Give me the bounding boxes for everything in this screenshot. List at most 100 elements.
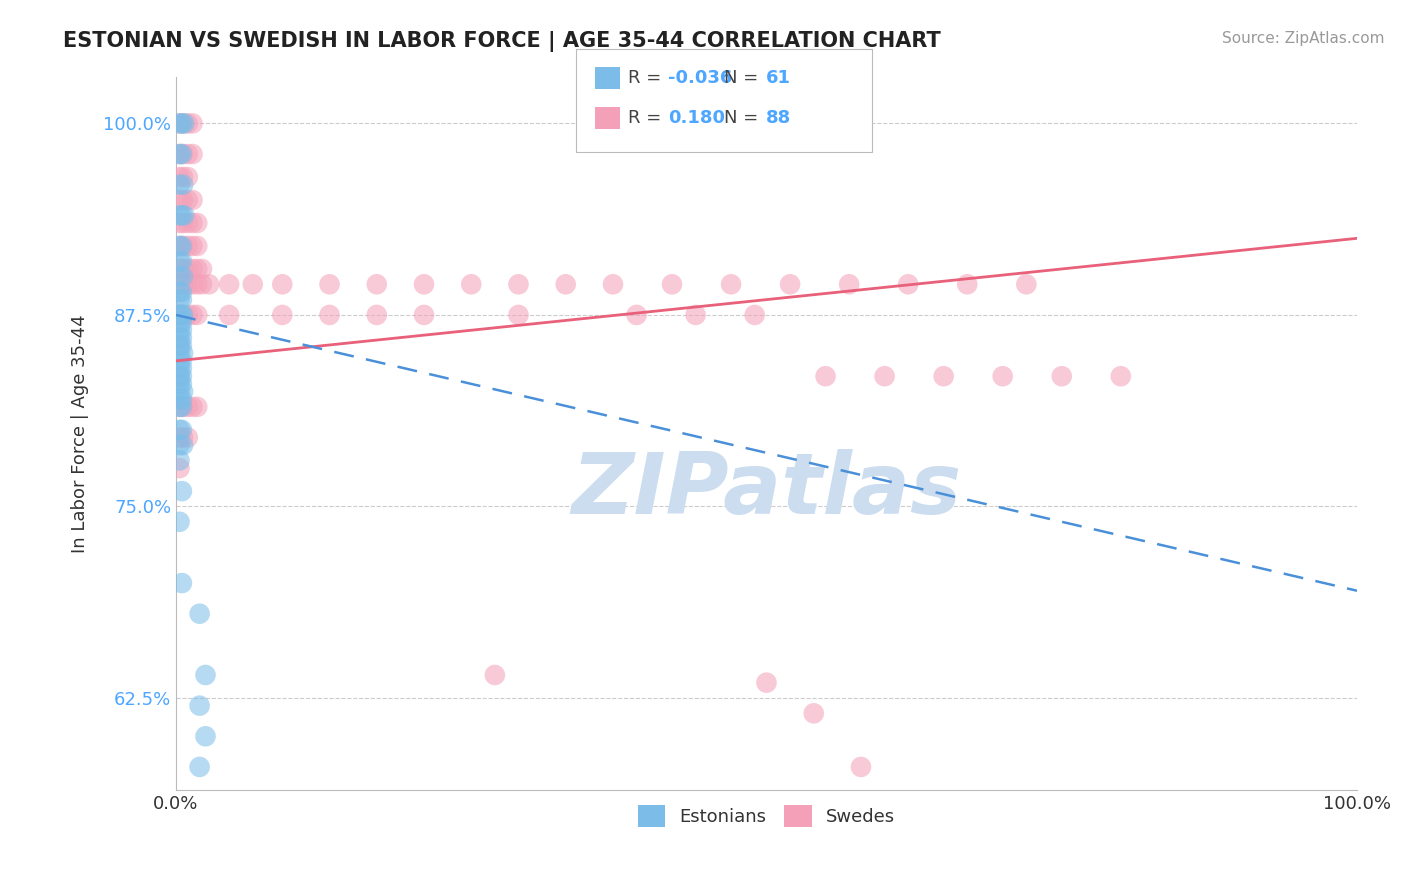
Point	[897, 277, 920, 292]
Point	[169, 277, 191, 292]
Point	[177, 308, 200, 322]
Point	[186, 239, 208, 253]
Point	[181, 239, 204, 253]
Point	[991, 369, 1014, 384]
Y-axis label: In Labor Force | Age 35-44: In Labor Force | Age 35-44	[72, 314, 89, 553]
Point	[169, 392, 191, 407]
Point	[169, 269, 191, 284]
Point	[181, 193, 204, 207]
Point	[188, 760, 211, 774]
Point	[172, 308, 194, 322]
Point	[181, 400, 204, 414]
Point	[170, 239, 193, 253]
Point	[413, 308, 436, 322]
Point	[172, 262, 194, 277]
Point	[169, 354, 191, 368]
Point	[169, 316, 191, 330]
Text: ZIPatlas: ZIPatlas	[571, 450, 962, 533]
Point	[1109, 369, 1132, 384]
Point	[172, 438, 194, 452]
Point	[186, 277, 208, 292]
Point	[318, 277, 340, 292]
Point	[177, 262, 200, 277]
Point	[779, 277, 801, 292]
Point	[172, 116, 194, 130]
Text: 88: 88	[766, 109, 792, 128]
Point	[744, 308, 766, 322]
Point	[169, 239, 191, 253]
Point	[169, 423, 191, 437]
Point	[170, 116, 193, 130]
Point	[188, 698, 211, 713]
Point	[181, 216, 204, 230]
Point	[170, 308, 193, 322]
Point	[170, 376, 193, 391]
Text: N =: N =	[724, 69, 763, 87]
Point	[218, 277, 240, 292]
Point	[169, 438, 191, 452]
Point	[685, 308, 707, 322]
Point	[169, 169, 191, 184]
Point	[626, 308, 648, 322]
Point	[366, 308, 388, 322]
Point	[366, 277, 388, 292]
Point	[554, 277, 576, 292]
Point	[602, 277, 624, 292]
Point	[170, 331, 193, 345]
Point	[169, 376, 191, 391]
Point	[873, 369, 896, 384]
Point	[177, 216, 200, 230]
Point	[661, 277, 683, 292]
Text: -0.036: -0.036	[668, 69, 733, 87]
Point	[849, 760, 872, 774]
Point	[169, 369, 191, 384]
Point	[172, 193, 194, 207]
Point	[169, 254, 191, 268]
Point	[169, 193, 191, 207]
Point	[194, 729, 217, 743]
Point	[169, 308, 191, 322]
Point	[177, 430, 200, 444]
Text: Source: ZipAtlas.com: Source: ZipAtlas.com	[1222, 31, 1385, 46]
Point	[169, 461, 191, 475]
Point	[172, 400, 194, 414]
Point	[170, 147, 193, 161]
Point	[177, 239, 200, 253]
Point	[169, 346, 191, 360]
Text: ESTONIAN VS SWEDISH IN LABOR FORCE | AGE 35-44 CORRELATION CHART: ESTONIAN VS SWEDISH IN LABOR FORCE | AGE…	[63, 31, 941, 53]
Point	[271, 277, 294, 292]
Point	[169, 116, 191, 130]
Point	[169, 147, 191, 161]
Text: R =: R =	[628, 69, 668, 87]
Point	[172, 430, 194, 444]
Point	[170, 338, 193, 352]
Point	[814, 369, 837, 384]
Point	[170, 361, 193, 376]
Point	[271, 308, 294, 322]
Point	[1015, 277, 1038, 292]
Point	[172, 346, 194, 360]
Point	[188, 607, 211, 621]
Point	[181, 308, 204, 322]
Point	[169, 369, 191, 384]
Point	[169, 293, 191, 307]
Point	[170, 369, 193, 384]
Point	[181, 277, 204, 292]
Point	[177, 147, 200, 161]
Point	[169, 361, 191, 376]
Point	[181, 116, 204, 130]
Point	[172, 269, 194, 284]
Point	[177, 277, 200, 292]
Point	[169, 331, 191, 345]
Point	[177, 116, 200, 130]
Point	[169, 400, 191, 414]
Point	[170, 354, 193, 368]
Point	[177, 169, 200, 184]
Point	[177, 193, 200, 207]
Point	[172, 308, 194, 322]
Point	[181, 147, 204, 161]
Point	[194, 668, 217, 682]
Point	[169, 384, 191, 399]
Legend: Estonians, Swedes: Estonians, Swedes	[631, 797, 903, 834]
Point	[169, 239, 191, 253]
